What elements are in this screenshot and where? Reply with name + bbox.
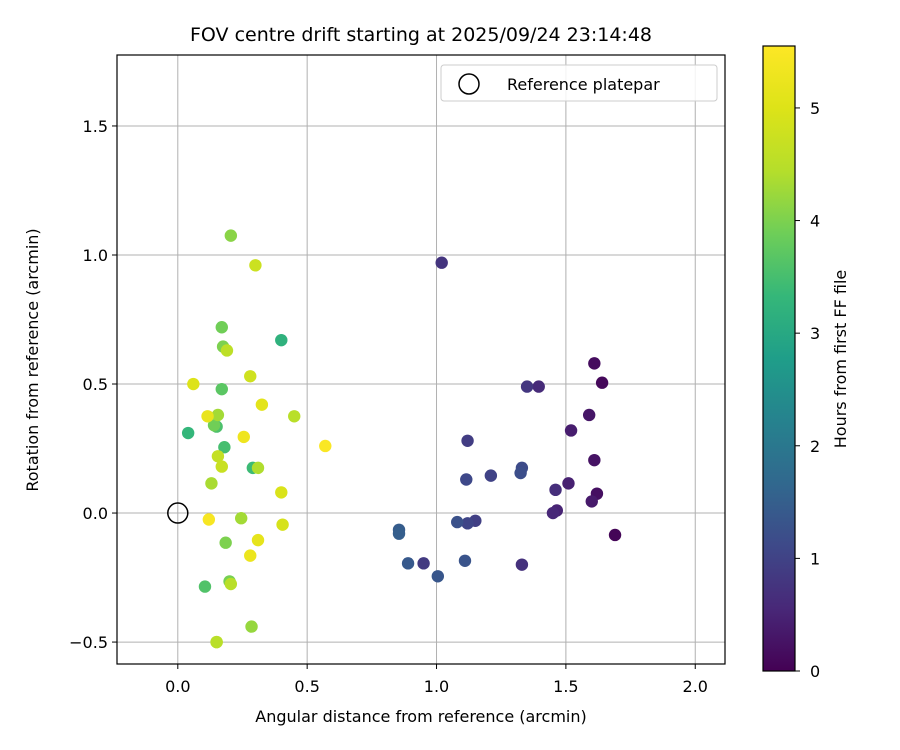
data-point [588,357,601,370]
data-point [244,370,257,383]
y-tick-label: 1.5 [83,117,108,136]
data-point [224,229,238,242]
data-point [595,376,609,389]
data-point [220,344,234,357]
colorbar-gradient [762,45,796,672]
x-tick-label: 0.5 [294,677,319,696]
data-point [244,549,257,562]
data-point [215,321,228,334]
data-point [582,408,596,422]
data-point [234,512,248,525]
data-point [431,570,445,583]
data-point [255,398,269,411]
data-point [207,419,221,432]
data-point [435,256,448,269]
data-point [461,434,474,447]
data-point [585,495,598,508]
data-point [532,380,545,393]
data-point [562,477,575,490]
data-point [215,382,228,396]
colorbar-tick-label: 4 [810,212,820,231]
data-point [249,259,262,272]
data-point [549,483,562,497]
data-point [224,577,238,591]
data-point [215,460,228,473]
x-tick-label: 0.0 [165,677,190,696]
y-tick-label: 1.0 [83,246,108,265]
data-point [461,517,474,530]
data-point [218,441,231,454]
colorbar-tick-label: 5 [810,99,820,118]
data-point [608,528,622,542]
data-point [187,377,200,391]
data-point [205,477,218,490]
y-axis-label: Rotation from reference (arcmin) [23,228,42,491]
data-point [201,410,214,423]
x-tick-label: 2.0 [683,677,708,696]
y-tick-label: 0.5 [83,375,108,394]
colorbar-tick-label: 0 [810,662,820,681]
y-axis-ticks: −0.5 0.0 0.5 1.0 1.5 [69,117,117,652]
x-tick-label: 1.5 [553,677,578,696]
data-point [219,536,232,549]
data-point [319,439,332,453]
data-point [202,513,216,526]
data-point [237,430,250,444]
data-point [211,450,225,463]
legend: Reference platepar [440,64,718,102]
data-point [245,620,258,633]
plot-frame [116,54,726,665]
data-point [460,473,473,486]
x-tick-label: 1.0 [424,677,449,696]
data-point [392,527,406,540]
data-point [211,408,225,422]
colorbar-tick-label: 1 [810,549,820,568]
data-point [515,558,529,571]
data-point [275,333,288,347]
data-point [198,580,212,593]
x-axis-ticks: 0.0 0.5 1.0 1.5 2.0 [165,664,708,696]
grid [117,55,725,664]
legend-entry-reference-platepar: Reference platepar [507,75,660,94]
data-point [458,554,472,567]
y-tick-label: 0.0 [83,504,108,523]
reference-point-marker [167,502,189,524]
chart-title: FOV centre drift starting at 2025/09/24 … [190,24,652,46]
colorbar-ticks: 0 1 2 3 4 5 [795,99,820,681]
data-points [181,229,622,649]
data-point [546,506,560,520]
data-point [520,380,534,393]
colorbar-tick-label: 2 [810,437,820,456]
data-point [514,466,527,480]
data-point [251,461,265,475]
data-point [451,515,464,529]
colorbar-label: Hours from first FF file [831,270,850,449]
data-point [564,424,578,437]
colorbar-tick-label: 3 [810,324,820,343]
legend-box [440,64,718,102]
data-point [484,469,498,482]
data-point [417,557,430,570]
data-point [288,410,301,423]
y-tick-label: −0.5 [69,633,108,652]
legend-marker-icon [458,73,480,95]
data-point [181,426,195,440]
data-point [276,518,289,531]
data-point [251,533,265,547]
data-point [210,635,223,649]
data-point [401,557,415,570]
data-point [588,453,601,467]
colorbar: 0 1 2 3 4 5 Hours from first FF file [762,45,850,681]
data-point [275,486,288,499]
x-axis-label: Angular distance from reference (arcmin) [255,707,586,726]
